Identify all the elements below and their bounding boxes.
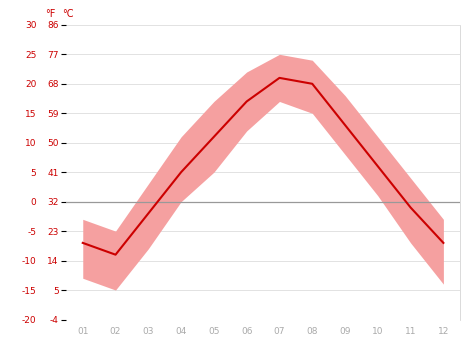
Text: °C: °C <box>63 9 74 19</box>
Text: °F: °F <box>45 9 55 19</box>
